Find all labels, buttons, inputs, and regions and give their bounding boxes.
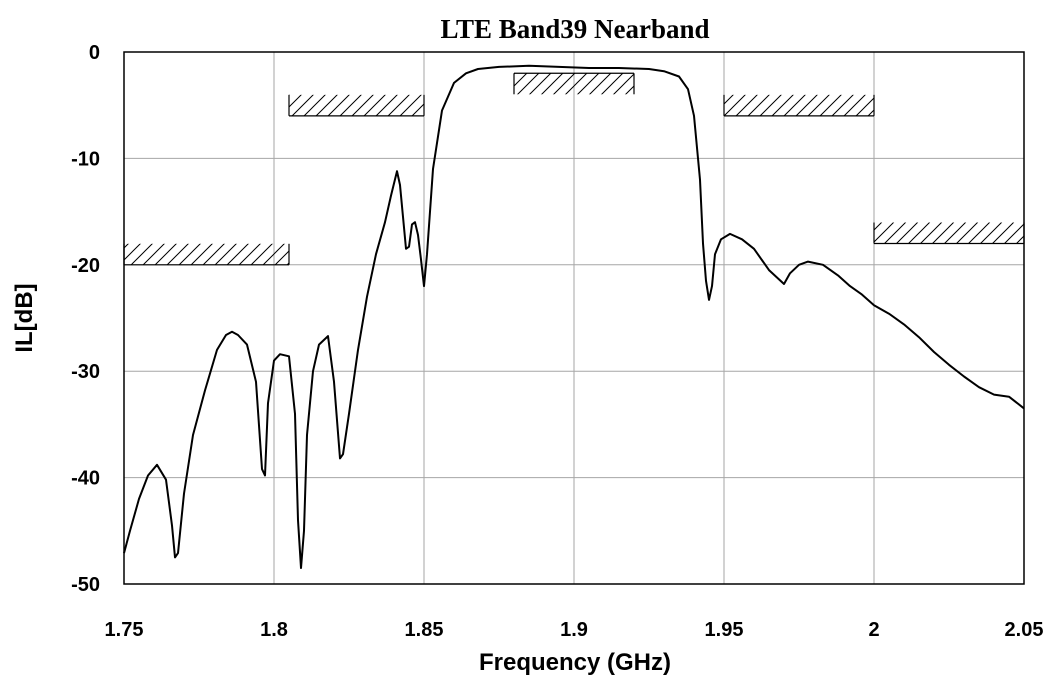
spec-mask [513, 72, 635, 95]
x-tick-label: 1.75 [105, 619, 144, 641]
x-tick-label: 1.8 [260, 619, 288, 641]
y-tick-labels: 0 -10 -20 -30 -40 -50 [71, 42, 100, 596]
y-axis-label: IL[dB] [11, 283, 38, 352]
x-tick-label: 1.85 [405, 619, 444, 641]
y-tick-label: -50 [71, 574, 100, 596]
spec-marks [123, 72, 1025, 266]
data-series [123, 64, 1025, 569]
y-tick-label: -30 [71, 361, 100, 383]
y-tick-label: -20 [71, 255, 100, 277]
spec-mask [723, 94, 875, 117]
x-tick-label: 1.95 [705, 619, 744, 641]
spec-mask [873, 222, 1025, 245]
y-tick-label: -10 [71, 148, 100, 170]
x-tick-label: 1.9 [560, 619, 588, 641]
x-tick-label: 2.05 [1005, 619, 1044, 641]
plot-frame [123, 51, 1025, 585]
chart-title: LTE Band39 Nearband [440, 14, 709, 44]
series-line [123, 64, 1025, 569]
spec-mask [123, 243, 290, 266]
y-tick-label: -40 [71, 468, 100, 490]
x-axis-label: Frequency (GHz) [479, 649, 671, 676]
x-tick-labels: 1.75 1.8 1.85 1.9 1.95 2 2.05 [105, 619, 1044, 641]
spec-mask [288, 94, 425, 117]
grid [123, 51, 1025, 585]
y-tick-label: 0 [89, 42, 100, 64]
x-tick-label: 2 [868, 619, 879, 641]
